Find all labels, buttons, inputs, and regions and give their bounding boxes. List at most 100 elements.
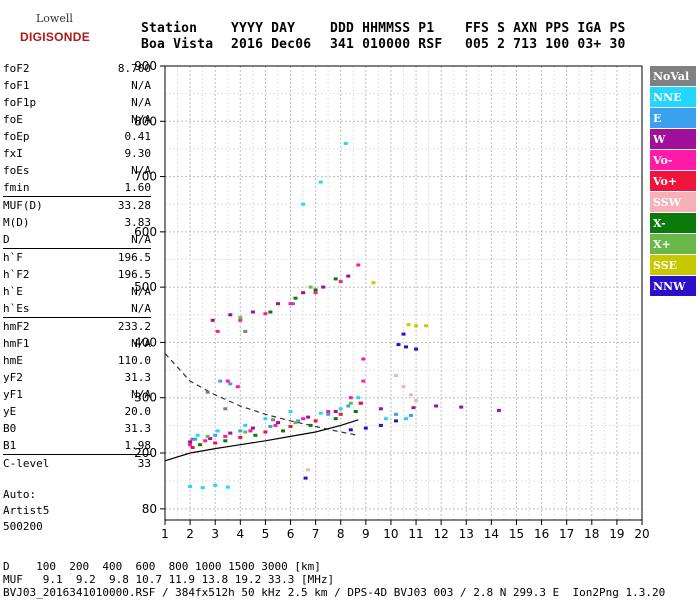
data-point xyxy=(268,310,273,314)
data-point xyxy=(414,347,419,351)
data-point xyxy=(321,285,326,289)
data-point xyxy=(223,439,228,443)
y-tick-label: 700 xyxy=(134,170,157,184)
data-point xyxy=(215,329,220,333)
data-point xyxy=(248,429,253,433)
data-point xyxy=(313,288,318,292)
param-row: hmE 110.0 xyxy=(3,352,151,369)
data-point xyxy=(409,393,413,397)
data-point xyxy=(271,418,275,422)
data-point xyxy=(338,407,343,411)
y-tick-label: 300 xyxy=(134,391,157,405)
header-time-label: DDD HHMMSS P1 xyxy=(330,21,435,36)
param-separator xyxy=(3,196,151,197)
data-point xyxy=(378,407,383,411)
data-point xyxy=(238,316,243,320)
param-row: foEp 0.41 xyxy=(3,128,151,145)
data-point xyxy=(223,434,228,438)
param-name: fxI xyxy=(3,147,23,160)
data-point xyxy=(346,274,351,278)
plot-frame xyxy=(164,65,643,521)
param-row: MUF(D) 33.28 xyxy=(3,197,151,214)
data-point xyxy=(361,379,366,383)
data-point xyxy=(333,417,338,421)
data-point xyxy=(225,379,230,383)
data-point xyxy=(288,425,293,428)
logo-line1: Lowell xyxy=(36,12,73,25)
param-value: 0.41 xyxy=(124,130,152,143)
param-row: foEs N/A xyxy=(3,162,151,179)
param-row: M(D) 3.83 xyxy=(3,214,151,231)
data-point xyxy=(273,423,278,427)
data-point xyxy=(208,437,213,441)
header-params-label: FFS S AXN PPS IGA PS xyxy=(465,21,626,36)
data-point xyxy=(394,374,398,378)
data-point xyxy=(301,417,306,421)
y-tick-label: 900 xyxy=(134,59,157,73)
legend-item: X- xyxy=(650,213,696,234)
legend-item: NNW xyxy=(650,276,696,297)
param-value: N/A xyxy=(131,233,151,246)
data-point xyxy=(195,433,200,437)
data-point xyxy=(281,429,285,433)
auto-code: 500200 xyxy=(3,520,43,533)
muf-row: MUF 9.1 9.2 9.8 10.7 11.9 13.8 19.2 33.3… xyxy=(3,573,335,586)
param-row: h`E N/A xyxy=(3,283,151,300)
footer-info: BVJ03_2016341010000.RSF / 384fx512h 50 k… xyxy=(3,586,666,599)
param-row: hmF2 233.2 xyxy=(3,318,151,335)
param-row: foF1 N/A xyxy=(3,77,151,94)
data-point xyxy=(288,410,293,413)
data-point xyxy=(343,141,348,145)
x-tick-label: 18 xyxy=(584,527,599,541)
x-tick-label: 3 xyxy=(211,527,219,541)
data-point xyxy=(190,446,195,449)
param-row: h`F2 196.5 xyxy=(3,266,151,283)
muf-table: D 100 200 400 600 800 1000 1500 3000 [km… xyxy=(3,560,665,599)
data-point xyxy=(401,332,406,336)
distance-row: D 100 200 400 600 800 1000 1500 3000 [km… xyxy=(3,560,321,573)
x-tick-label: 8 xyxy=(337,527,345,541)
data-point xyxy=(361,357,366,361)
x-tick-label: 15 xyxy=(509,527,524,541)
param-name: foF2 xyxy=(3,62,30,75)
param-name: foF1 xyxy=(3,79,30,92)
data-point xyxy=(228,313,233,317)
data-point xyxy=(434,404,439,408)
param-name: B0 xyxy=(3,422,17,435)
data-point xyxy=(424,324,429,328)
data-point xyxy=(276,421,280,425)
param-value: 233.2 xyxy=(117,320,151,333)
param-value: 33 xyxy=(137,457,151,470)
polarization-legend: NoVal NNE E W Vo- Vo+ SSW X- X+ SSE NNW xyxy=(650,66,696,297)
data-point xyxy=(414,324,419,328)
param-row: B0 31.3 xyxy=(3,420,151,437)
data-point xyxy=(318,411,323,415)
param-name: C-level xyxy=(3,457,50,470)
data-point xyxy=(213,433,218,437)
data-point xyxy=(238,429,243,433)
data-point xyxy=(200,486,205,490)
data-point xyxy=(205,434,210,438)
data-point xyxy=(459,405,464,409)
param-value: N/A xyxy=(131,388,151,401)
param-name: foF1p xyxy=(3,96,37,109)
param-value: 196.5 xyxy=(117,268,151,281)
y-tick-label: 500 xyxy=(134,280,157,294)
data-point xyxy=(293,296,298,300)
auto-label: Auto: xyxy=(3,488,37,501)
param-name: foEs xyxy=(3,164,30,177)
param-value: 20.0 xyxy=(124,405,152,418)
data-point xyxy=(496,408,501,412)
data-point xyxy=(394,412,398,416)
param-value: 1.60 xyxy=(124,181,152,194)
y-tick-label: 80 xyxy=(142,502,157,516)
param-value: N/A xyxy=(131,285,151,298)
data-point xyxy=(356,396,361,400)
data-point xyxy=(253,433,258,437)
param-name: B1 xyxy=(3,439,17,452)
data-point xyxy=(243,329,248,333)
data-point xyxy=(404,345,408,349)
data-point xyxy=(308,423,313,427)
data-point xyxy=(188,485,193,488)
data-point xyxy=(210,318,215,322)
